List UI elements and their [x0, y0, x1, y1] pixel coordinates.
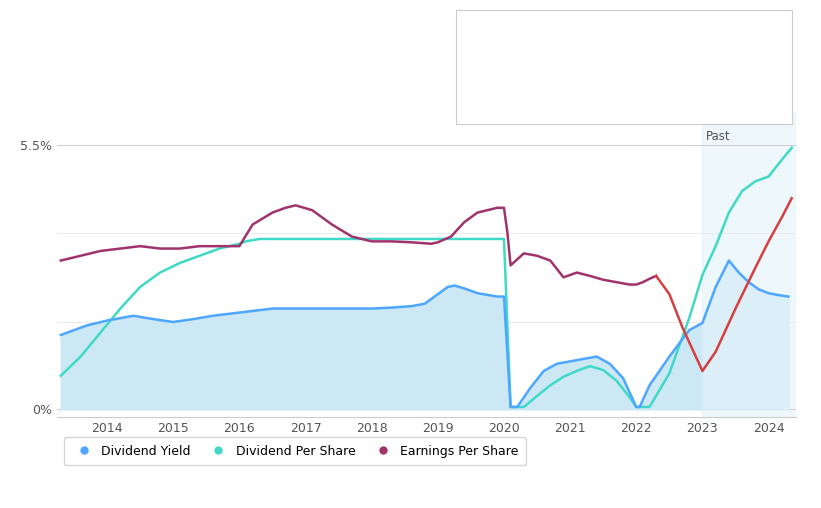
Text: May 14 2024: May 14 2024 [470, 24, 559, 37]
Text: TT$0.450: TT$0.450 [632, 71, 690, 81]
Text: /yr: /yr [702, 71, 721, 81]
Text: Dividend Per Share: Dividend Per Share [470, 71, 576, 81]
Text: No data: No data [632, 96, 676, 106]
Text: /yr: /yr [669, 47, 688, 57]
Text: Earnings Per Share: Earnings Per Share [470, 96, 576, 106]
Text: Past: Past [706, 130, 731, 143]
Bar [703, 112, 796, 417]
Text: 3.5%: 3.5% [632, 47, 663, 57]
Text: Dividend Yield: Dividend Yield [470, 47, 549, 57]
Legend: Dividend Yield, Dividend Per Share, Earnings Per Share: Dividend Yield, Dividend Per Share, Earn… [64, 437, 526, 465]
